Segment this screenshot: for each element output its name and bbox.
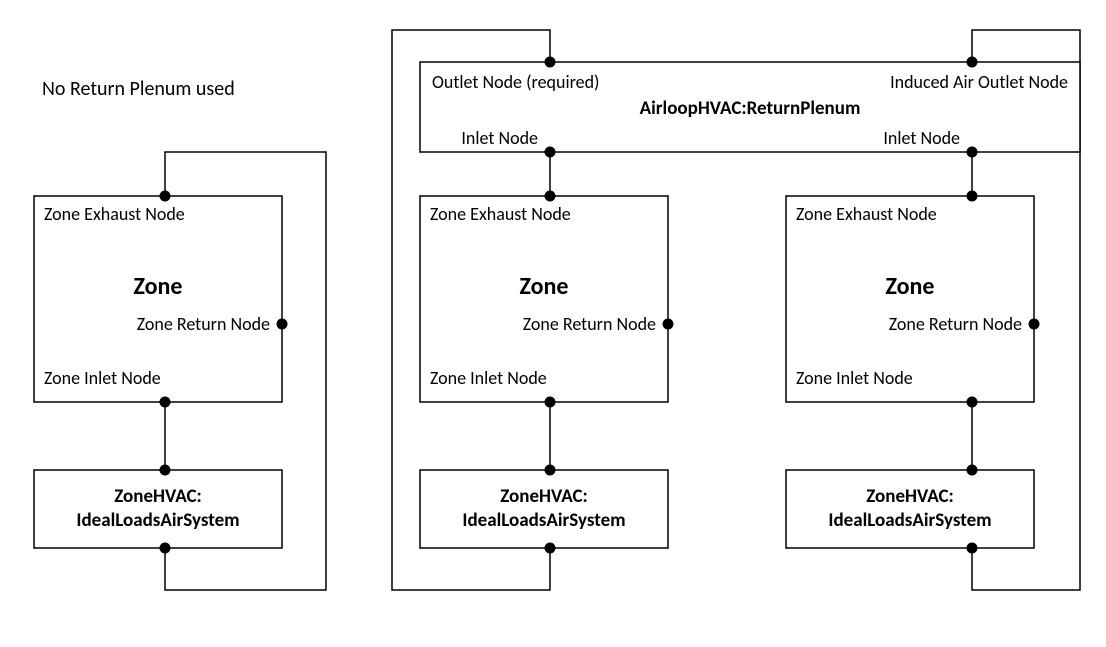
plenum-title: AirloopHVAC:ReturnPlenum: [640, 97, 861, 120]
right-zone-inlet-label: Zone Inlet Node: [796, 367, 913, 389]
right-hvac-title1: ZoneHVAC:: [866, 485, 954, 508]
right-hvac-title2: IdealLoadsAirSystem: [828, 509, 991, 532]
left-return-dot: [277, 319, 288, 330]
left-hvac-bot-dot: [160, 543, 171, 554]
left-zone-return-label: Zone Return Node: [137, 313, 270, 335]
plenum-inlet-right-dot: [967, 147, 978, 158]
left-zone-inlet-label: Zone Inlet Node: [44, 367, 161, 389]
plenum-induced-label: Induced Air Outlet Node: [890, 71, 1068, 93]
mid-return-dot: [663, 319, 674, 330]
left-caption: No Return Plenum used: [42, 77, 235, 101]
right-return-dot: [1029, 319, 1040, 330]
right-zone-title: Zone: [885, 272, 934, 301]
mid-hvac-title2: IdealLoadsAirSystem: [462, 509, 625, 532]
right-inlet-dot: [967, 397, 978, 408]
left-exhaust-dot: [160, 191, 171, 202]
mid-hvac-top-dot: [545, 465, 556, 476]
plenum-outlet-label: Outlet Node (required): [432, 71, 600, 93]
mid-zone-return-label: Zone Return Node: [523, 313, 656, 335]
plenum-inlet-left-dot: [545, 147, 556, 158]
mid-inlet-dot: [545, 397, 556, 408]
plenum-inlet-left-label: Inlet Node: [461, 127, 538, 149]
left-zone-exhaust-label: Zone Exhaust Node: [44, 203, 185, 225]
left-hvac-title1: ZoneHVAC:: [114, 485, 202, 508]
plenum-inlet-right-label: Inlet Node: [883, 127, 960, 149]
mid-zone-inlet-label: Zone Inlet Node: [430, 367, 547, 389]
plenum-outlet-dot: [545, 57, 556, 68]
mid-zone-title: Zone: [519, 272, 568, 301]
right-hvac-top-dot: [967, 465, 978, 476]
right-hvac-bot-dot: [967, 543, 978, 554]
mid-hvac-bot-dot: [545, 543, 556, 554]
left-hvac-title2: IdealLoadsAirSystem: [76, 509, 239, 532]
right-zone-return-label: Zone Return Node: [889, 313, 1022, 335]
plenum-induced-dot: [967, 57, 978, 68]
right-exhaust-dot: [967, 191, 978, 202]
mid-exhaust-dot: [545, 191, 556, 202]
mid-zone-exhaust-label: Zone Exhaust Node: [430, 203, 571, 225]
left-zone-title: Zone: [133, 272, 182, 301]
left-hvac-top-dot: [160, 465, 171, 476]
left-inlet-dot: [160, 397, 171, 408]
mid-hvac-title1: ZoneHVAC:: [500, 485, 588, 508]
right-zone-exhaust-label: Zone Exhaust Node: [796, 203, 937, 225]
